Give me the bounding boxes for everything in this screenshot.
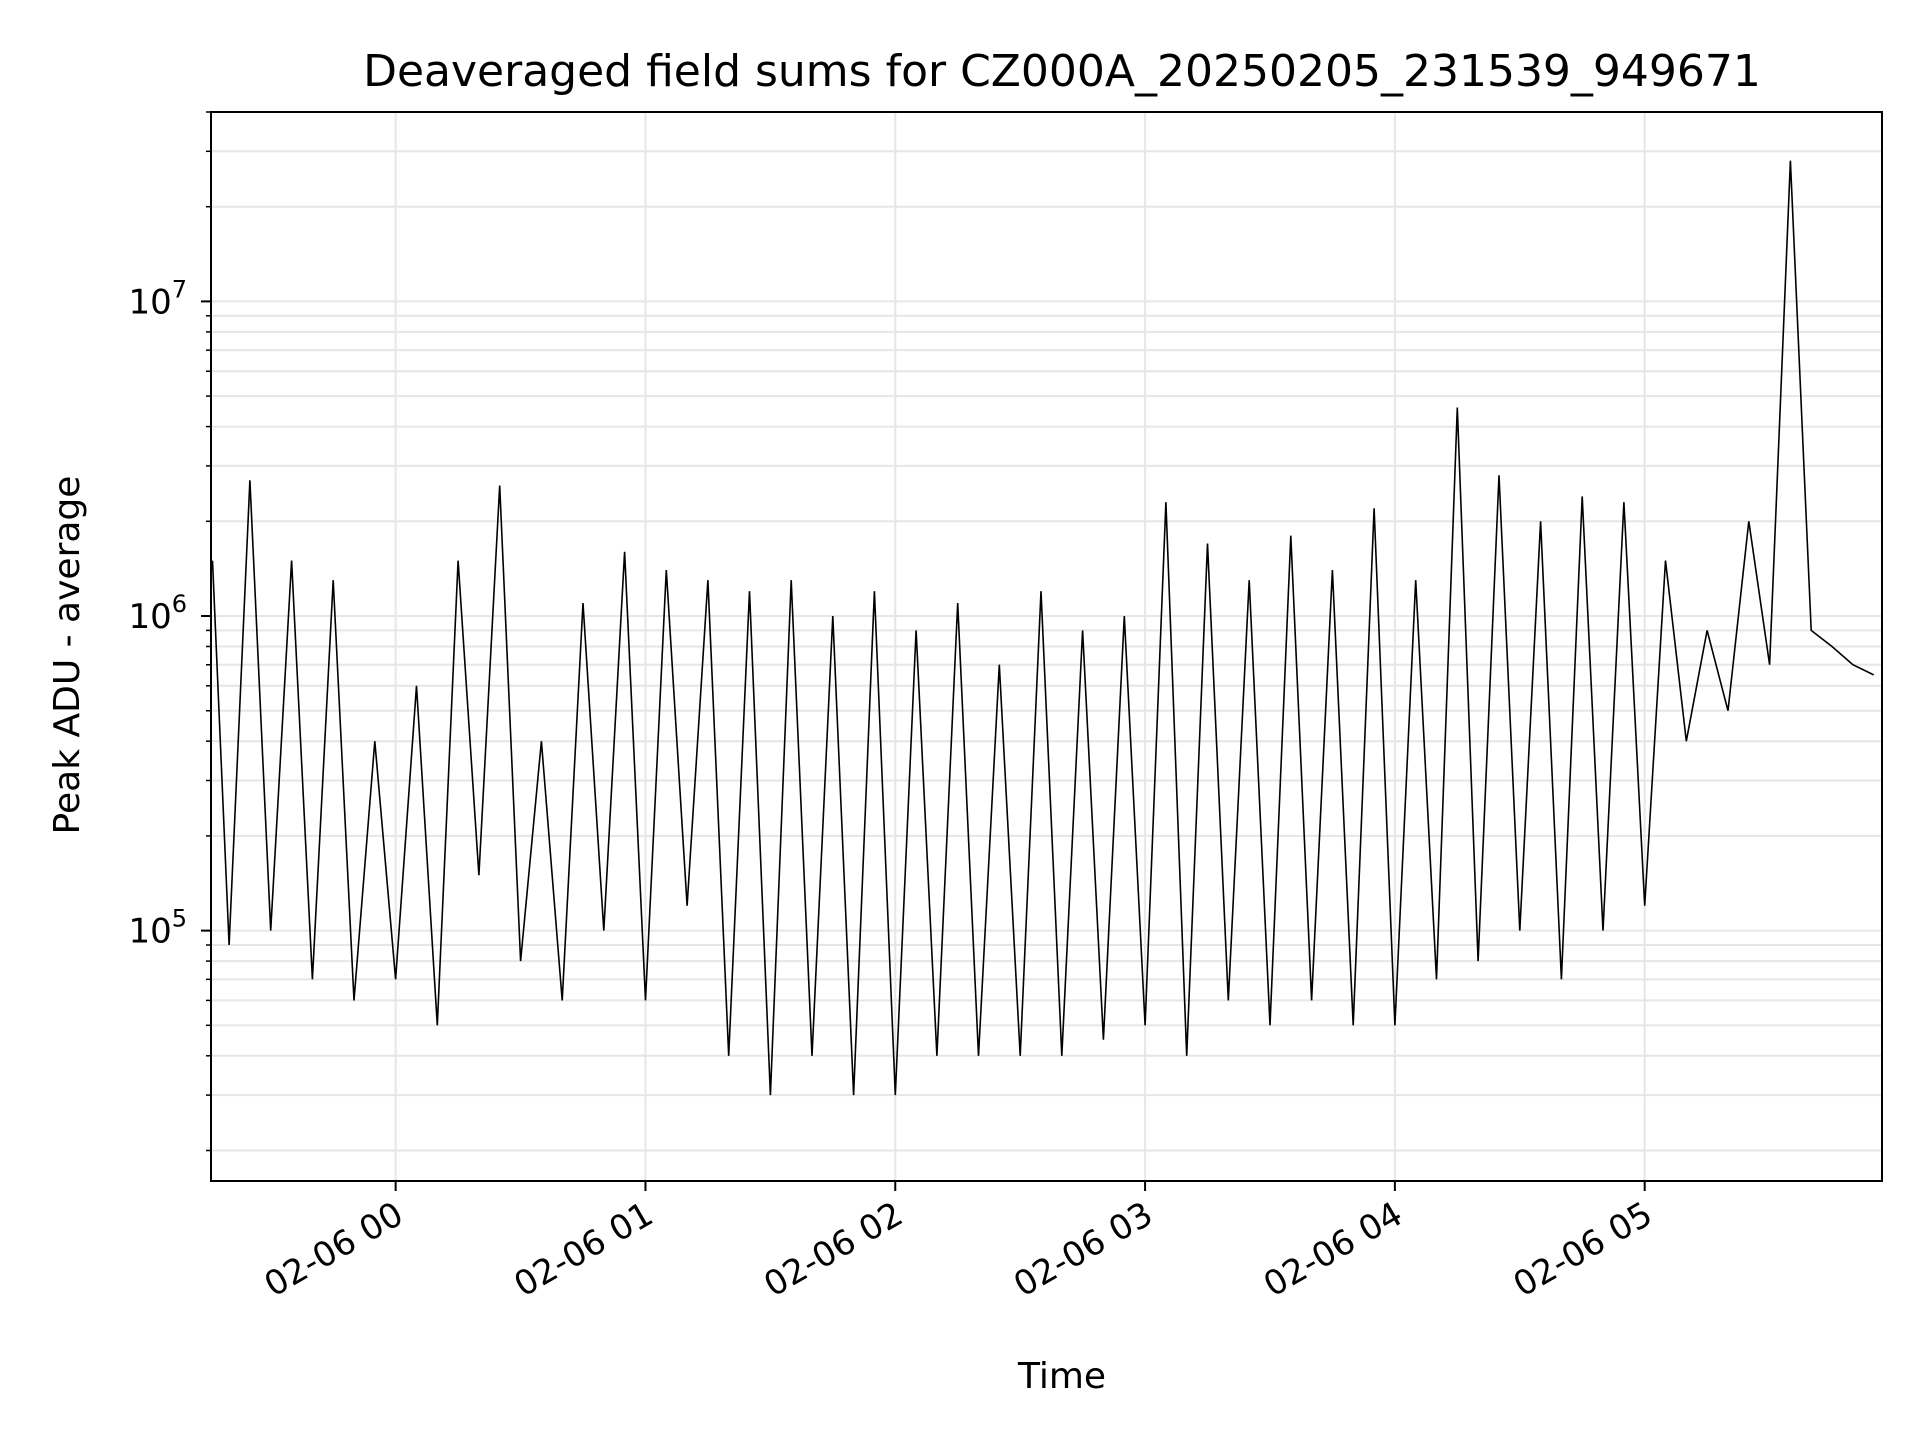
data-line-layer: [211, 160, 1875, 1096]
grid-lines: [211, 111, 1882, 1181]
y-axis-label: Peak ADU - average: [47, 476, 88, 835]
y-tick-label: 107: [128, 275, 187, 322]
y-tick-label: 106: [128, 590, 187, 637]
x-axis-label: Time: [1017, 1356, 1106, 1397]
data-series-line: [211, 160, 1875, 1096]
tick-marks: [201, 111, 1646, 1191]
chart-title: Deaveraged field sums for CZ000A_2025020…: [363, 46, 1761, 97]
y-tick-label: 105: [128, 905, 187, 952]
